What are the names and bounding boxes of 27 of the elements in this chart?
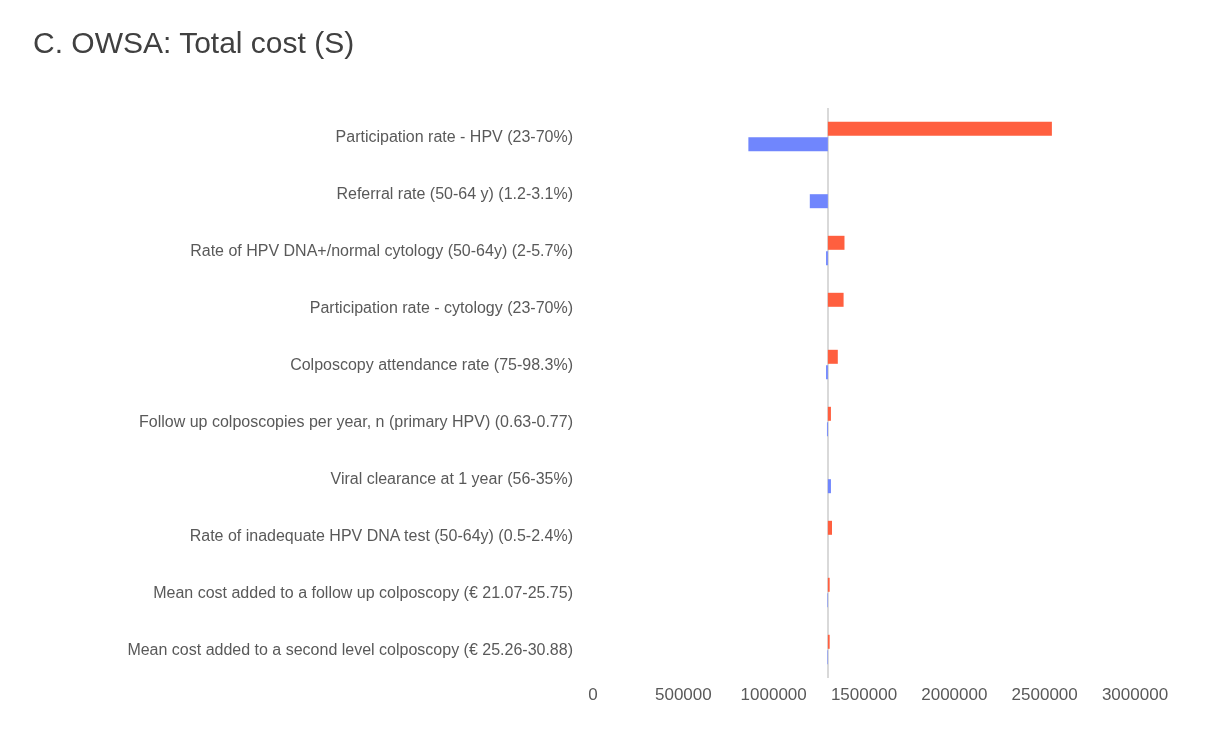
x-tick-label: 1000000 [740, 685, 807, 704]
x-tick-label: 3000000 [1101, 685, 1169, 704]
bar [827, 520, 833, 535]
y-tick-label: Viral clearance at 1 year (56-35%) [330, 470, 573, 487]
x-tick-label: 1500000 [830, 685, 898, 704]
bar [827, 235, 845, 250]
y-tick-label: Participation rate - cytology (23-70%) [309, 299, 573, 316]
bar [748, 137, 828, 152]
x-tick-label: 500000 [654, 685, 712, 704]
bar [827, 292, 844, 307]
x-tick-label: 2000000 [921, 685, 988, 704]
y-tick-label: Mean cost added to a second level colposcopy (€ 25.26-30.88) [127, 641, 573, 658]
y-tick-label: Referral rate (50-64 y) (1.2-3.1%) [336, 185, 573, 202]
y-tick-label: Rate of inadequate HPV DNA test (50-64y) (0.5-2.4%) [189, 527, 573, 544]
y-tick-label: Colposcopy attendance rate (75-98.3%) [290, 356, 573, 373]
x-tick-label: 0 [588, 685, 598, 704]
text: C. OWSA: Total cost (S) [33, 25, 355, 59]
y-tick-label: Participation rate - HPV (23-70%) [335, 128, 573, 145]
y-tick-label: Follow up colposcopies per year, n (primary HPV) (0.63-0.77) [139, 413, 573, 430]
x-tick-label: 2500000 [1011, 685, 1078, 704]
y-tick-label: Rate of HPV DNA+/normal cytology (50-64y) (2-5.7%) [190, 242, 573, 259]
bar [827, 349, 838, 364]
y-tick-label: Mean cost added to a follow up colposcopy (€ 21.07-25.75) [153, 584, 573, 601]
bar [827, 406, 831, 421]
bar [827, 479, 831, 494]
bar [827, 121, 1052, 136]
bar [809, 194, 828, 209]
